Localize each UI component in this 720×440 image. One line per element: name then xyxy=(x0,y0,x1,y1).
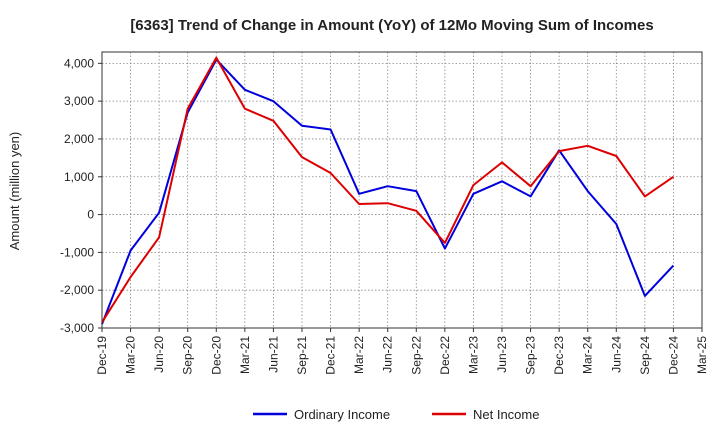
x-tick-label: Dec-20 xyxy=(209,336,223,375)
legend-label-ordinary-income: Ordinary Income xyxy=(294,407,390,422)
y-tick-label: 0 xyxy=(87,208,94,222)
y-tick-label: 2,000 xyxy=(64,132,94,146)
x-tick-label: Dec-21 xyxy=(324,336,338,375)
x-tick-label: Sep-21 xyxy=(295,336,309,375)
series-layer xyxy=(101,56,675,325)
plot-frame xyxy=(101,51,703,329)
legend-item-net-income: Net Income xyxy=(432,407,539,422)
y-tick-label: 3,000 xyxy=(64,94,94,108)
x-tick-label: Jun-20 xyxy=(152,336,166,373)
x-tick-label: Dec-19 xyxy=(95,336,109,375)
series-line-ordinary-income xyxy=(101,58,675,325)
x-tick-label: Mar-21 xyxy=(238,336,252,374)
x-tick-label: Mar-23 xyxy=(466,336,480,374)
y-tick-label: -3,000 xyxy=(60,321,94,335)
x-tick-label: Mar-25 xyxy=(695,336,709,374)
x-tick-label: Jun-21 xyxy=(266,336,280,373)
x-tick-label: Mar-20 xyxy=(124,336,138,374)
x-tick-label: Dec-24 xyxy=(666,336,680,375)
x-tick-label: Dec-22 xyxy=(438,336,452,375)
legend: Ordinary Income Net Income xyxy=(253,407,539,422)
x-tick-label: Jun-24 xyxy=(609,336,623,373)
x-tick-label: Mar-24 xyxy=(581,336,595,374)
x-tick-label: Dec-23 xyxy=(552,336,566,375)
legend-label-net-income: Net Income xyxy=(473,407,539,422)
y-axis-ticks: -3,000 -2,000 -1,000 0 1,000 2,000 3,000 4,000 xyxy=(60,56,102,335)
x-tick-label: Mar-22 xyxy=(352,336,366,374)
grid-layer xyxy=(101,52,703,329)
y-tick-label: -1,000 xyxy=(60,245,94,259)
legend-item-ordinary-income: Ordinary Income xyxy=(253,407,390,422)
x-tick-label: Sep-20 xyxy=(181,336,195,375)
x-tick-label: Jun-23 xyxy=(495,336,509,373)
x-tick-label: Sep-24 xyxy=(638,336,652,375)
y-axis-label: Amount (million yen) xyxy=(7,132,22,251)
x-tick-label: Sep-22 xyxy=(409,336,423,375)
y-tick-label: 4,000 xyxy=(64,56,94,70)
y-tick-label: -2,000 xyxy=(60,283,94,297)
x-axis-ticks: Dec-19 Mar-20 Jun-20 Sep-20 Dec-20 Mar-21 Jun-… xyxy=(95,328,709,375)
x-tick-label: Sep-23 xyxy=(524,336,538,375)
y-tick-label: 1,000 xyxy=(64,170,94,184)
chart-title: [6363] Trend of Change in Amount (YoY) o… xyxy=(130,17,653,34)
x-tick-label: Jun-22 xyxy=(381,336,395,373)
